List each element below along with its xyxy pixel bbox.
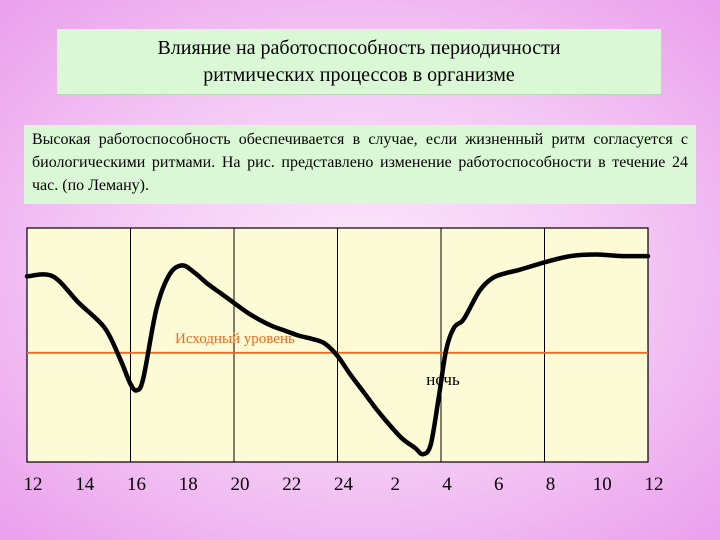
x-tick-label: 12 (24, 474, 43, 495)
x-tick-label: 4 (442, 474, 452, 495)
x-tick-label: 12 (645, 474, 664, 495)
gridlines (130, 228, 545, 462)
x-tick-label: 22 (282, 474, 301, 495)
x-tick-label: 6 (494, 474, 504, 495)
x-tick-label: 2 (391, 474, 401, 495)
x-tick-label: 8 (546, 474, 556, 495)
x-tick-labels: 12 14 16 18 20 22 24 2 4 6 8 10 12 (24, 474, 664, 495)
slide-title-line1: Влияние на работоспособность периодичнос… (157, 36, 561, 59)
slide-description: Высокая работоспособность обеспечивается… (24, 125, 696, 204)
series-line-performance (24, 252, 651, 457)
baseline-label: Исходный уровень (175, 331, 295, 347)
slide-title-box: Влияние на работоспособность периодичнос… (57, 29, 662, 95)
slide-title-line2: ритмических процессов в организме (203, 63, 515, 86)
night-annotation: ночь (426, 370, 460, 389)
x-tick-label: 16 (127, 474, 146, 495)
x-tick-label: 24 (334, 474, 354, 495)
x-tick-label: 14 (75, 474, 95, 495)
x-tick-label: 10 (593, 474, 612, 495)
x-tick-label: 18 (179, 474, 198, 495)
x-tick-label: 20 (231, 474, 250, 495)
